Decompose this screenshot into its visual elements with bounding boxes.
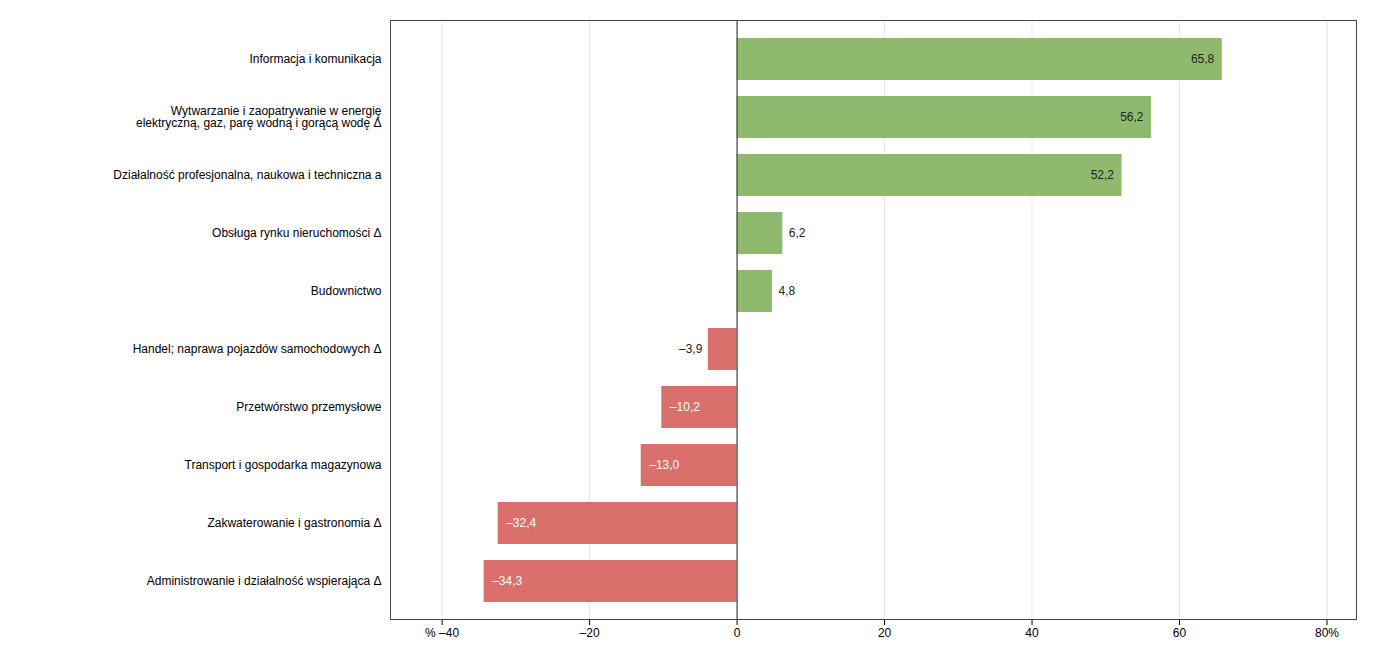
- svg-text:4,8: 4,8: [778, 284, 795, 298]
- svg-text:60: 60: [1173, 626, 1187, 640]
- svg-text:Wytwarzanie i zaopatrywanie w: Wytwarzanie i zaopatrywanie w energięele…: [136, 104, 382, 130]
- svg-text:Obsługa rynku nieruchomości Δ: Obsługa rynku nieruchomości Δ: [212, 226, 381, 240]
- svg-text:–34,3: –34,3: [492, 574, 522, 588]
- svg-text:20: 20: [878, 626, 892, 640]
- svg-text:Zakwaterowanie i gastronomia Δ: Zakwaterowanie i gastronomia Δ: [207, 516, 381, 530]
- svg-text:–32,4: –32,4: [506, 516, 536, 530]
- svg-text:80%: 80%: [1315, 626, 1339, 640]
- svg-text:Działalność profesjonalna, nau: Działalność profesjonalna, naukowa i tec…: [113, 168, 381, 182]
- svg-text:% –40: % –40: [425, 626, 459, 640]
- svg-text:Budownictwo: Budownictwo: [311, 284, 382, 298]
- svg-text:–3,9: –3,9: [679, 342, 703, 356]
- svg-text:52,2: 52,2: [1091, 168, 1115, 182]
- svg-text:Handel; naprawa pojazdów samoc: Handel; naprawa pojazdów samochodowych Δ: [133, 342, 382, 356]
- svg-text:Administrowanie i działalność: Administrowanie i działalność wspierając…: [147, 574, 382, 588]
- svg-text:6,2: 6,2: [789, 226, 806, 240]
- svg-text:Przetwórstwo przemysłowe: Przetwórstwo przemysłowe: [236, 400, 382, 414]
- svg-text:–10,2: –10,2: [670, 400, 700, 414]
- svg-text:0: 0: [734, 626, 741, 640]
- svg-text:Informacja i komunikacja: Informacja i komunikacja: [249, 52, 381, 66]
- svg-text:–13,0: –13,0: [649, 458, 679, 472]
- svg-text:Transport i gospodarka magazyn: Transport i gospodarka magazynowa: [185, 458, 382, 472]
- svg-text:65,8: 65,8: [1191, 52, 1215, 66]
- svg-text:–20: –20: [580, 626, 600, 640]
- svg-text:56,2: 56,2: [1120, 110, 1144, 124]
- svg-text:40: 40: [1025, 626, 1039, 640]
